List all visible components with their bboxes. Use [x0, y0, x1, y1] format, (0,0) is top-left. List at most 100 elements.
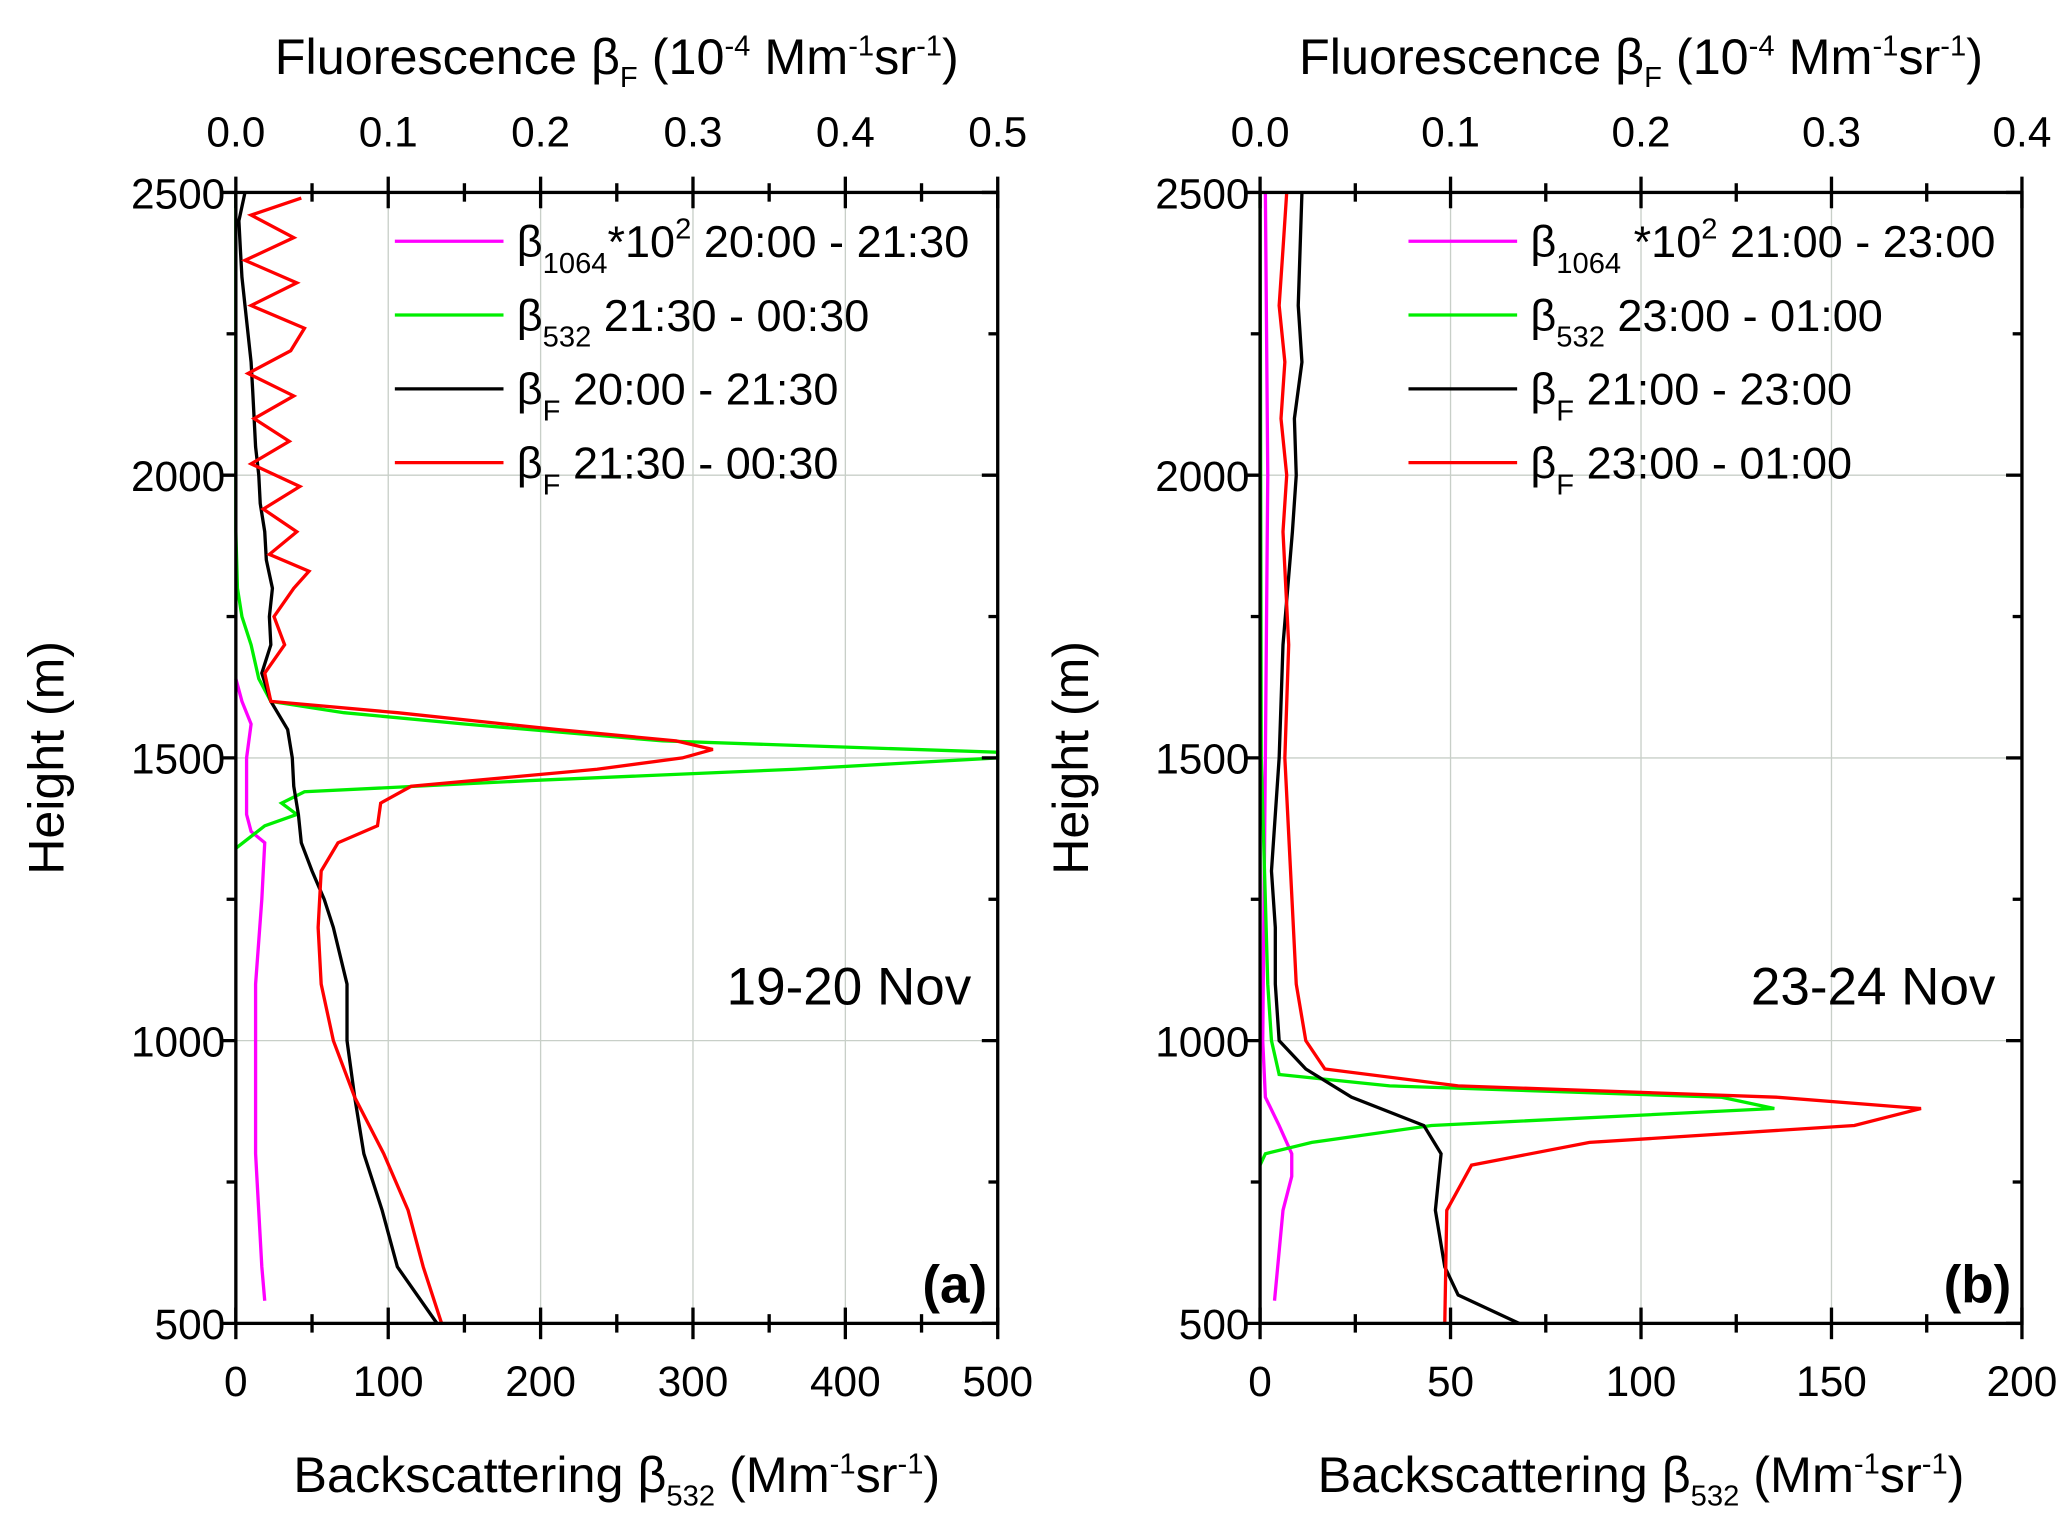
text-part: 20:00 - 21:30 [691, 216, 969, 267]
y-axis-label: Height (m) [18, 641, 74, 875]
x-tick-label: 200 [505, 1358, 576, 1405]
x2-tick-label: 0.2 [1612, 108, 1671, 155]
x2-tick-label: 0.1 [359, 108, 418, 155]
text-part: Backscattering β [293, 1447, 666, 1503]
date-annotation: 23-24 Nov [1751, 958, 1996, 1017]
x-tick-label: 100 [353, 1358, 424, 1405]
legend-entry: β532 21:30 - 00:30 [517, 290, 869, 354]
text-part: -4 [724, 30, 750, 62]
text-part: -1 [898, 1449, 924, 1481]
text-part: sr [1898, 29, 1940, 85]
text-part: 21:00 - 23:00 [1717, 216, 1995, 267]
text-part: β [517, 438, 543, 489]
y-tick-label: 2500 [1155, 170, 1249, 217]
x-axis-label: Backscattering β532 (Mm-1sr-1) [1318, 1447, 1965, 1512]
y-tick-label: 1500 [1155, 736, 1249, 783]
text-part: β [517, 290, 543, 341]
text-part: 1064 [1556, 248, 1621, 280]
x-tick-label: 500 [962, 1358, 1033, 1405]
text-part: F [1556, 396, 1574, 428]
y-tick-label: 500 [155, 1301, 226, 1348]
text-part: Mm [1775, 29, 1873, 85]
y-tick-label: 1500 [131, 736, 225, 783]
panel-label: (b) [1944, 1255, 2012, 1314]
text-part: ) [1966, 29, 1983, 85]
text-part: F [543, 469, 561, 501]
series-line-0 [1261, 192, 1294, 1301]
legend-entry: β1064 *102 21:00 - 23:00 [1530, 214, 1995, 280]
series-line-1 [1258, 192, 1775, 1166]
text-part: 1064 [543, 248, 608, 280]
x-tick-label: 0 [1248, 1358, 1272, 1405]
text-part: F [620, 62, 638, 94]
text-part: Mm [750, 29, 848, 85]
text-part: 23:00 - 01:00 [1605, 290, 1883, 341]
x-tick-label: 400 [810, 1358, 881, 1405]
text-part: β [1530, 364, 1556, 415]
text-part: -1 [1872, 30, 1898, 62]
text-part: ) [942, 29, 959, 85]
y-tick-label: 1000 [1155, 1019, 1249, 1066]
text-part: β [517, 364, 543, 415]
x2-tick-label: 0.4 [1992, 108, 2051, 155]
text-part: 21:30 - 00:30 [560, 438, 838, 489]
x2-tick-label: 0.0 [1231, 108, 1290, 155]
x2-axis-label: Fluorescence βF (10-4 Mm-1sr-1) [275, 29, 959, 94]
legend-entry: βF 23:00 - 01:00 [1530, 438, 1852, 502]
text-part: 2 [675, 214, 691, 246]
text-part: 20:00 - 21:30 [560, 364, 838, 415]
chart-panel-a: 0 100 200 300 400 500 0.0 0.1 0.2 0.3 0.4 0.5 500 100… [18, 29, 1033, 1512]
y-tick-label: 500 [1179, 1301, 1250, 1348]
y-tick-label: 2000 [1155, 453, 1249, 500]
text-part: ) [923, 1447, 940, 1503]
text-part: ) [1948, 1447, 1965, 1503]
text-part: β [1530, 438, 1556, 489]
text-part: 532 [1691, 1480, 1740, 1512]
series-line-2 [237, 192, 439, 1325]
date-annotation: 19-20 Nov [727, 958, 972, 1017]
legend-entry: β1064*102 20:00 - 21:30 [517, 214, 970, 280]
text-part: (10 [638, 29, 725, 85]
series-line-2 [1269, 192, 1520, 1325]
text-part: *10 [607, 216, 675, 267]
x-tick-label: 200 [1987, 1358, 2058, 1405]
text-part: *10 [1621, 216, 1701, 267]
text-part: 23:00 - 01:00 [1574, 438, 1852, 489]
x-tick-label: 300 [658, 1358, 729, 1405]
x2-tick-label: 0.2 [511, 108, 570, 155]
text-part: F [1644, 62, 1662, 94]
text-part: 532 [1556, 322, 1605, 354]
y-tick-label: 2500 [131, 170, 225, 217]
x-tick-label: 150 [1796, 1358, 1867, 1405]
text-part: -1 [916, 30, 942, 62]
legend-entry: βF 20:00 - 21:30 [517, 364, 839, 428]
text-part: -1 [1940, 30, 1966, 62]
text-part: Fluorescence β [1299, 29, 1644, 85]
legend-entry: β532 23:00 - 01:00 [1530, 290, 1882, 354]
text-part: (10 [1662, 29, 1749, 85]
text-part: 532 [543, 322, 592, 354]
text-part: sr [1880, 1447, 1922, 1503]
text-part: Fluorescence β [275, 29, 620, 85]
text-part: 532 [666, 1480, 715, 1512]
text-part: 21:30 - 00:30 [591, 290, 869, 341]
x2-tick-label: 0.1 [1421, 108, 1480, 155]
y-axis-label: Height (m) [1043, 641, 1099, 875]
legend-entry: βF 21:00 - 23:00 [1530, 364, 1852, 428]
text-part: Backscattering β [1318, 1447, 1691, 1503]
x-tick-label: 100 [1606, 1358, 1677, 1405]
x-tick-label: 50 [1427, 1358, 1474, 1405]
text-part: 21:00 - 23:00 [1574, 364, 1852, 415]
panel-label: (a) [922, 1255, 987, 1314]
text-part: β [1530, 216, 1556, 267]
y-tick-label: 1000 [131, 1019, 225, 1066]
text-part: F [1556, 469, 1574, 501]
x-axis-label: Backscattering β532 (Mm-1sr-1) [293, 1447, 940, 1512]
x2-tick-label: 0.5 [968, 108, 1027, 155]
legend-entry: βF 21:30 - 00:30 [517, 438, 839, 502]
text-part: -4 [1749, 30, 1775, 62]
text-part: β [517, 216, 543, 267]
series-line-0 [234, 678, 267, 1301]
x-tick-label: 0 [224, 1358, 248, 1405]
